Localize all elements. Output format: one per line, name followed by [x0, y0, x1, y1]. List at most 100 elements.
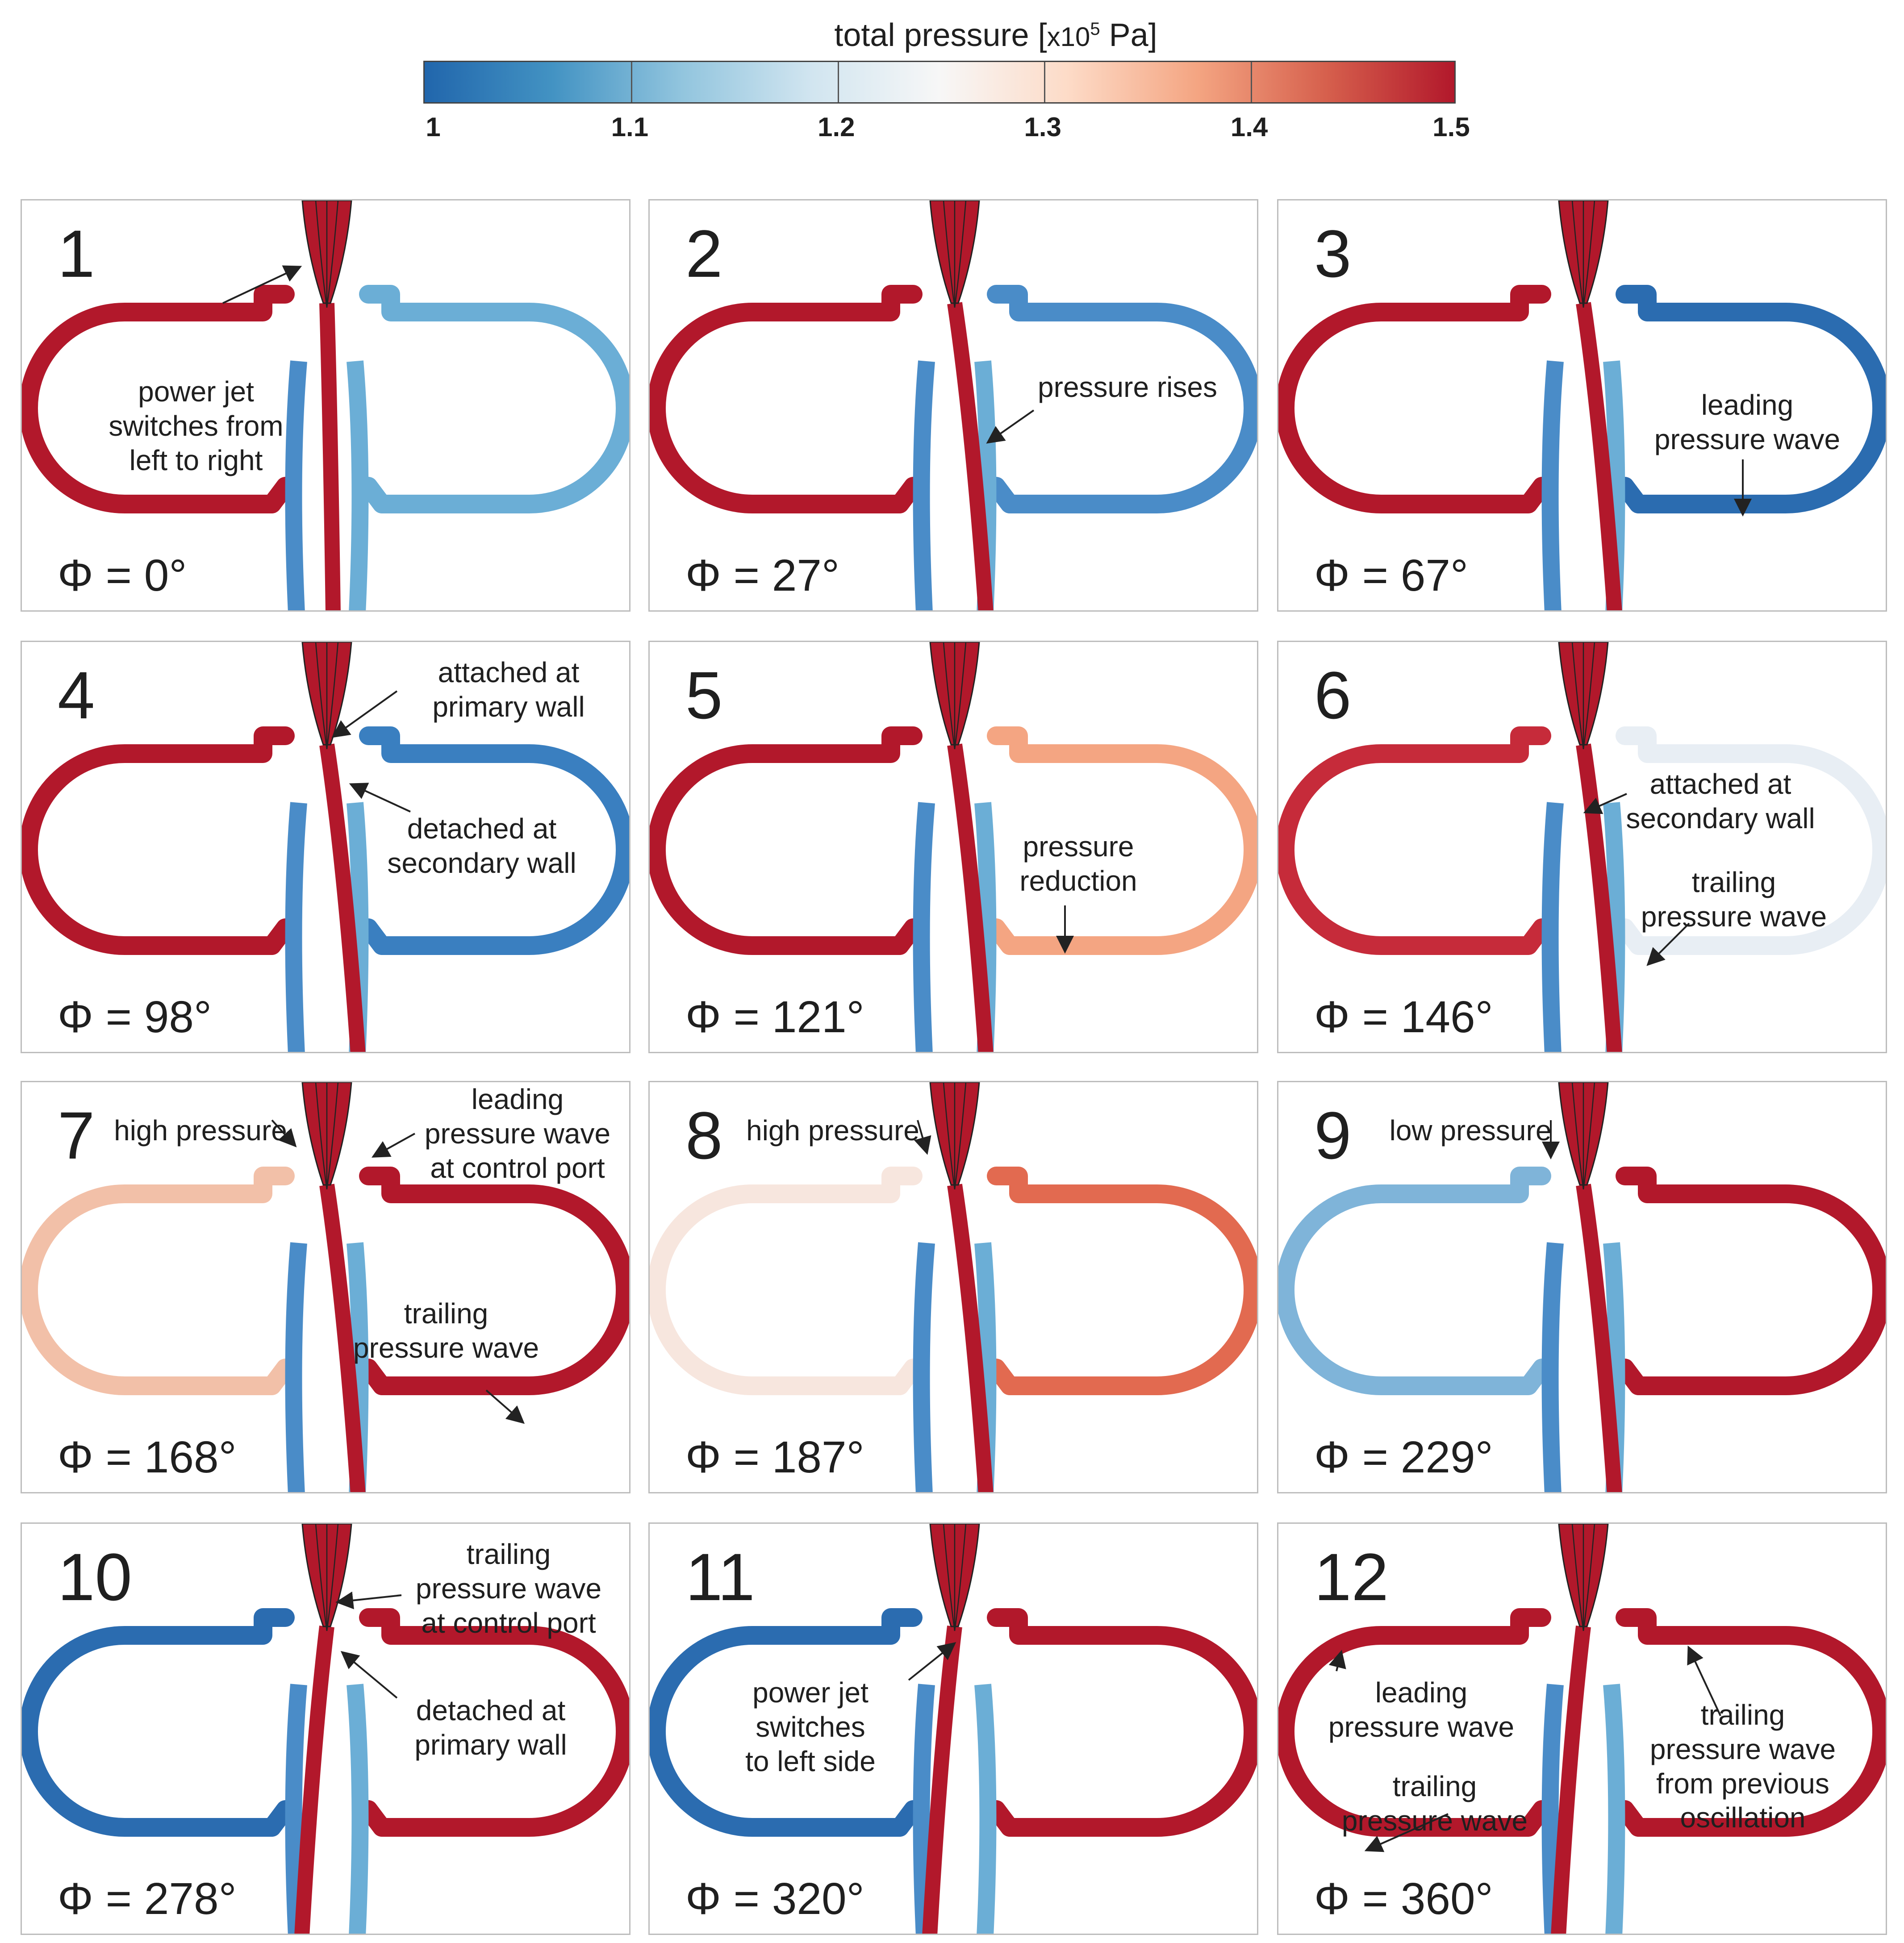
annotation-text: leading pressure wave	[1328, 1676, 1515, 1743]
oscillator-diagram	[1278, 642, 1886, 1052]
annotation-arrow	[908, 1642, 956, 1681]
left-feedback-loop	[1278, 1608, 1551, 1837]
streamline	[315, 1524, 328, 1631]
phase-angle-label: Φ = 360°	[1314, 1874, 1493, 1924]
annotation-arrow	[335, 1591, 402, 1609]
panel-5: 5 Φ = 121° pressure reduction	[648, 641, 1258, 1053]
streamline	[943, 200, 956, 308]
colorbar-tick-label: 1	[426, 112, 441, 142]
right-feedback-loop	[1616, 1608, 1886, 1837]
power-jet	[947, 743, 994, 1052]
streamline	[326, 200, 339, 308]
left-feedback-loop	[650, 285, 923, 513]
panel-7: 7 Φ = 168° high pressure leading pressure wa…	[21, 1081, 630, 1493]
streamline	[1582, 1082, 1595, 1190]
power-jet	[947, 302, 994, 610]
left-outlet	[285, 802, 307, 1052]
right-feedback-loop	[1616, 726, 1886, 955]
annotation-text: leading pressure wave at control port	[424, 1083, 611, 1184]
phase-angle-label: Φ = 168°	[58, 1432, 237, 1482]
panel-2: 2 Φ = 27° pressure rises	[648, 199, 1258, 612]
streamline	[315, 200, 328, 308]
annotation-text: low pressure	[1389, 1114, 1552, 1147]
oscillator-diagram	[650, 200, 1257, 610]
annotation-arrow	[1364, 1813, 1449, 1852]
annotation-arrow	[340, 1651, 398, 1699]
right-outlet	[1603, 1684, 1625, 1934]
left-outlet	[913, 1684, 935, 1934]
annotation-arrow	[1583, 793, 1627, 814]
left-feedback-loop	[650, 1167, 923, 1395]
oscillator-diagram	[22, 642, 629, 1052]
streamline	[954, 1524, 967, 1631]
power-jet	[1576, 743, 1622, 1052]
oscillator-diagram	[650, 642, 1257, 1052]
panel-9: 9 Φ = 229° low pressure	[1277, 1081, 1887, 1493]
panel-number: 10	[58, 1539, 132, 1614]
left-outlet	[285, 1684, 307, 1934]
panel-11: 11 Φ = 320° power jet switches to left side	[648, 1522, 1258, 1935]
colorbar-title: total pressure [x105 Pa]	[759, 17, 1232, 54]
annotation-arrow	[222, 265, 302, 304]
panel-12: 12 Φ = 360° leading pressure wave trailing pr…	[1277, 1522, 1887, 1935]
streamline	[326, 642, 339, 750]
panel-number: 3	[1314, 216, 1352, 291]
annotation-arrow	[485, 1389, 525, 1424]
panel-number: 5	[685, 658, 723, 733]
panel-8: 8 Φ = 187° high pressure	[648, 1081, 1258, 1493]
streamline	[954, 200, 967, 308]
oscillator-diagram	[22, 1524, 629, 1934]
colorbar-tick	[1250, 62, 1252, 102]
panel-3: 3 Φ = 67° leading pressure wave	[1277, 199, 1887, 612]
left-feedback-loop	[22, 1167, 295, 1395]
oscillator-diagram	[1278, 200, 1886, 610]
streamline	[1582, 200, 1595, 308]
annotation-arrow	[1646, 922, 1690, 966]
annotation-arrow	[1687, 1645, 1721, 1716]
right-feedback-loop	[987, 285, 1257, 513]
streamline	[1571, 200, 1584, 308]
right-outlet	[347, 360, 369, 610]
left-feedback-loop	[22, 285, 295, 513]
annotation-text: trailing pressure wave	[1341, 1770, 1528, 1837]
colorbar-tick-label: 1.3	[1024, 112, 1061, 142]
panel-number: 12	[1314, 1539, 1389, 1614]
right-feedback-loop	[987, 1608, 1257, 1837]
right-feedback-loop	[987, 1167, 1257, 1395]
colorbar-tick-label: 1.4	[1230, 112, 1268, 142]
colorbar-tick-label: 1.1	[611, 112, 649, 142]
streamline	[943, 1082, 956, 1190]
phase-angle-label: Φ = 121°	[685, 992, 864, 1042]
left-feedback-loop	[22, 1608, 295, 1837]
left-feedback-loop	[650, 1608, 923, 1837]
streamline	[943, 1524, 956, 1631]
annotation-text: pressure reduction	[1019, 830, 1137, 897]
power-jet	[1576, 302, 1622, 610]
panel-1: 1 Φ = 0° power jet switches from left to rig…	[21, 199, 630, 612]
phase-angle-label: Φ = 278°	[58, 1874, 237, 1924]
colorbar-tick-label: 1.2	[818, 112, 855, 142]
power-jet	[319, 743, 366, 1052]
left-outlet	[1541, 1684, 1564, 1934]
streamline	[1571, 642, 1584, 750]
left-outlet	[1541, 802, 1564, 1052]
annotation-text: power jet switches from left to right	[109, 375, 284, 476]
streamline	[954, 642, 967, 750]
left-outlet	[913, 802, 935, 1052]
panel-number: 1	[58, 216, 95, 291]
left-outlet	[1541, 1242, 1564, 1492]
annotation-text: detached at primary wall	[414, 1694, 567, 1761]
annotation-text: power jet switches to left side	[745, 1676, 876, 1777]
oscillator-diagram	[22, 200, 629, 610]
phase-angle-label: Φ = 187°	[685, 1432, 864, 1482]
right-feedback-loop	[359, 285, 629, 513]
power-jet	[294, 1625, 334, 1934]
annotation-text: trailing pressure wave	[353, 1297, 539, 1364]
left-feedback-loop	[1278, 726, 1551, 955]
oscillator-diagram	[650, 1524, 1257, 1934]
streamline	[326, 1082, 339, 1190]
colorbar-tick	[631, 62, 633, 102]
power-jet	[947, 1184, 994, 1492]
colorbar-tick	[837, 62, 839, 102]
streamline	[1571, 1082, 1584, 1190]
